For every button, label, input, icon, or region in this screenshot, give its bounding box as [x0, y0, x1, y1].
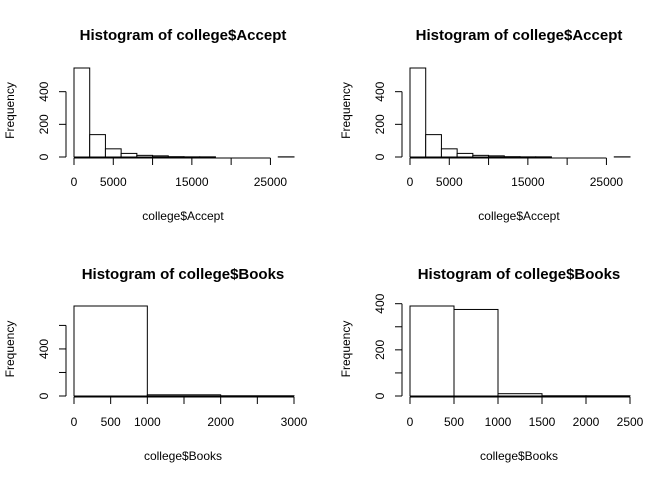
x-tick-label: 1000 — [134, 415, 161, 429]
x-tick-label: 25000 — [254, 175, 288, 189]
histogram-bar — [409, 305, 455, 397]
x-axis-label: college$Accept — [142, 209, 224, 223]
y-tick-label: 0 — [373, 153, 387, 160]
chart-title: Histogram of college$Books — [418, 266, 621, 283]
histogram-bar — [488, 155, 505, 158]
x-tick-label: 0 — [71, 415, 78, 429]
x-axis-label: college$Books — [480, 449, 558, 463]
y-tick-label: 400 — [37, 81, 51, 101]
y-tick-label: 200 — [37, 114, 51, 134]
x-tick-label: 1000 — [485, 415, 512, 429]
x-tick-label: 2000 — [207, 415, 234, 429]
y-tick-label: 0 — [37, 392, 51, 399]
x-axis-label: college$Books — [144, 449, 222, 463]
histogram-bar — [456, 152, 474, 158]
histogram-bar — [73, 67, 91, 158]
histogram-bar — [136, 154, 154, 158]
x-tick-label: 25000 — [590, 175, 624, 189]
histogram-bar — [146, 394, 222, 397]
y-tick-label: 200 — [373, 114, 387, 134]
x-tick-label: 0 — [407, 415, 414, 429]
y-axis-label: Frequency — [3, 82, 17, 139]
y-tick-label: 400 — [373, 81, 387, 101]
y-axis-label: Frequency — [3, 321, 17, 378]
histogram-bar — [73, 305, 148, 397]
x-axis-label: college$Accept — [478, 209, 560, 223]
x-tick-label: 500 — [444, 415, 464, 429]
y-axis-label: Frequency — [339, 321, 353, 378]
histogram-bar — [152, 155, 169, 158]
histogram-panel-2: Histogram of college$Accept 0 5000 15000 250… — [339, 27, 631, 223]
y-tick-label: 0 — [37, 153, 51, 160]
histogram-panel-1: Histogram of college$Accept 0 5000 15000 250… — [3, 27, 295, 223]
x-tick-label: 15000 — [175, 175, 209, 189]
x-tick-label: 0 — [71, 175, 78, 189]
chart-title: Histogram of college$Accept — [416, 27, 623, 44]
y-axis-label: Frequency — [339, 82, 353, 139]
x-tick-label: 0 — [407, 175, 414, 189]
histogram-bar — [409, 67, 427, 158]
x-tick-label: 5000 — [100, 175, 127, 189]
y-tick-label: 400 — [37, 339, 51, 359]
x-tick-label: 3000 — [281, 415, 308, 429]
histogram-bar — [497, 393, 543, 397]
histogram-panel-3: Histogram of college$Books 0 500 1000 2000 30… — [3, 266, 308, 463]
chart-title: Histogram of college$Accept — [80, 27, 287, 44]
histogram-bar — [440, 148, 458, 158]
histogram-bar — [425, 134, 442, 158]
histogram-bar — [453, 308, 499, 397]
histogram-bar — [89, 134, 106, 158]
x-tick-label: 5000 — [436, 175, 463, 189]
histogram-bar — [120, 152, 138, 158]
y-tick-label: 200 — [373, 340, 387, 360]
x-tick-label: 2500 — [617, 415, 644, 429]
x-tick-label: 2000 — [573, 415, 600, 429]
histogram-panel-4: Histogram of college$Books 0 500 1000 1500 20… — [339, 266, 644, 463]
histogram-bar — [104, 148, 122, 158]
y-tick-label: 0 — [373, 392, 387, 399]
chart-title: Histogram of college$Books — [82, 266, 285, 283]
y-tick-label: 400 — [373, 293, 387, 313]
x-tick-label: 1500 — [529, 415, 556, 429]
x-tick-label: 500 — [101, 415, 121, 429]
histogram-bar — [472, 154, 490, 158]
x-tick-label: 15000 — [511, 175, 545, 189]
